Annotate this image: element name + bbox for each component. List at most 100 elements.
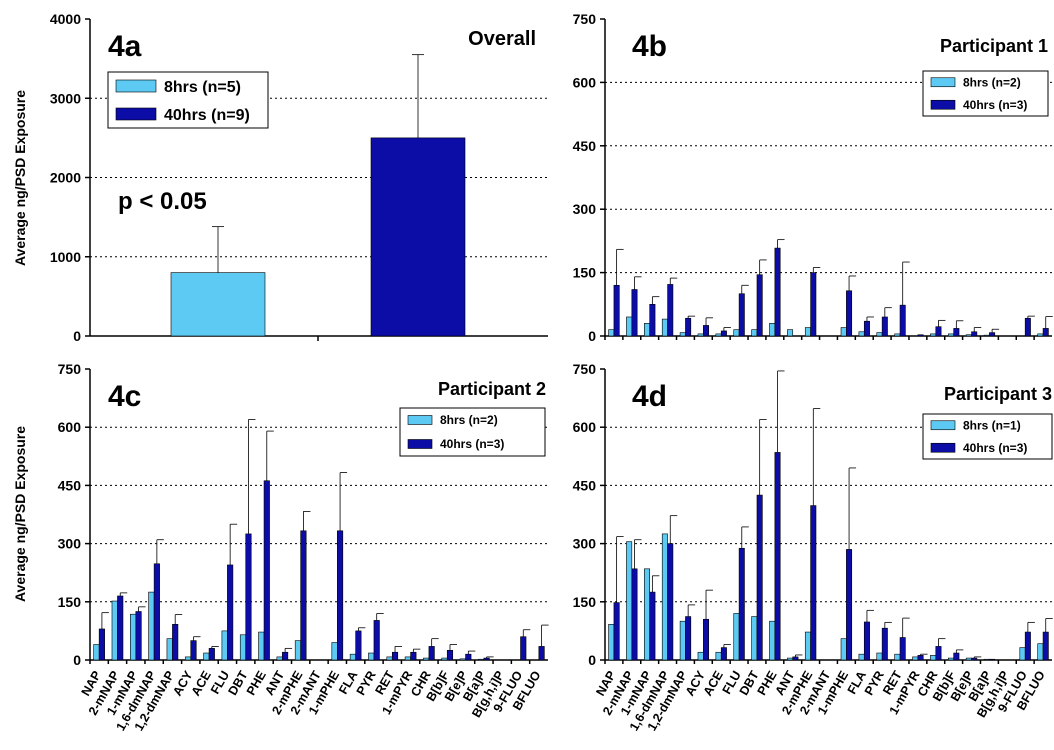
legend-swatch-8hrs <box>930 420 956 431</box>
bar-40hrs <box>953 328 960 337</box>
bar-8hrs <box>983 658 990 661</box>
y-tick-label: 600 <box>573 74 597 90</box>
bar-8hrs <box>404 656 411 661</box>
bar-8hrs <box>894 653 901 661</box>
bar-40hrs <box>172 624 179 661</box>
bar-8hrs <box>930 333 937 337</box>
bar-8hrs <box>912 656 919 661</box>
legend-entry: 8hrs (n=5) <box>164 79 241 96</box>
bar-8hrs <box>203 652 210 661</box>
y-tick-label: 1000 <box>50 249 81 265</box>
bar-40hrs <box>446 649 454 661</box>
panel-label: 4d <box>632 380 667 413</box>
bar-40hrs <box>881 316 888 337</box>
bar-8hrs <box>787 657 794 661</box>
legend-swatch-40hrs <box>930 442 956 453</box>
bar-8hrs <box>258 631 265 661</box>
bar-8hrs <box>368 652 375 661</box>
bar-40hrs <box>738 547 745 661</box>
panel-label: 4a <box>108 30 142 63</box>
bar-40hrs <box>756 274 763 337</box>
bar-40hrs <box>756 494 763 661</box>
bar-40hrs <box>774 247 781 337</box>
bar-8hrs <box>983 334 990 337</box>
bar-8hrs <box>184 656 192 661</box>
legend-swatch-40hrs <box>930 99 956 110</box>
bar-40hrs <box>703 618 710 661</box>
bar-8hrs <box>751 329 758 337</box>
bar-40hrs <box>899 304 906 337</box>
bar-8hrs <box>876 652 883 661</box>
y-tick-label: 300 <box>573 536 597 552</box>
bar-8hrs <box>715 333 722 337</box>
x-category-label: PYR <box>354 669 379 698</box>
bar-8hrs <box>930 655 937 661</box>
bar-8hrs <box>148 591 155 661</box>
legend-entry: 8hrs (n=2) <box>963 75 1021 89</box>
bar-8hrs <box>626 541 633 661</box>
legend-swatch-40hrs <box>407 439 433 449</box>
y-tick-label: 300 <box>573 201 597 217</box>
bar-8hrs <box>130 613 137 661</box>
bar-8hrs <box>769 323 776 337</box>
y-tick-label: 600 <box>573 419 597 435</box>
bar-40hrs <box>971 331 978 337</box>
bar-8hrs <box>349 653 356 661</box>
bar-40hrs <box>391 651 399 661</box>
legend-swatch-8hrs <box>930 77 956 88</box>
y-tick-label: 450 <box>573 138 597 154</box>
bar-40hrs <box>810 272 817 337</box>
y-tick-label: 300 <box>58 536 82 552</box>
bar-40hrs <box>649 303 656 337</box>
bar-8hrs <box>1037 333 1044 337</box>
bar-8hrs <box>715 651 722 661</box>
y-tick-label: 2000 <box>50 170 81 186</box>
bar-40hrs <box>935 326 942 337</box>
bar-40hrs <box>774 452 781 661</box>
y-tick-label: 0 <box>73 652 81 668</box>
bar-8hrs <box>840 327 847 337</box>
y-tick-label: 750 <box>573 11 597 27</box>
bar-8hrs <box>478 658 485 661</box>
y-tick-label: 0 <box>588 328 596 344</box>
bar-8hrs <box>459 658 466 661</box>
bar-8hrs <box>965 334 972 337</box>
y-tick-label: 450 <box>58 477 82 493</box>
bar-40hrs <box>613 284 620 337</box>
legend-entry: 8hrs (n=1) <box>963 418 1021 432</box>
legend-swatch-8hrs <box>407 415 433 425</box>
y-axis-label: Average ng/PSD Exposure <box>12 426 28 602</box>
legend-entry: 40hrs (n=3) <box>440 437 504 451</box>
bar-8hrs <box>876 332 883 337</box>
bar-8hrs <box>626 316 633 337</box>
bar-8hrs <box>111 600 118 661</box>
legend-swatch-8hrs <box>115 79 157 93</box>
panel-title: Participant 1 <box>940 36 1048 56</box>
bar-8hrs <box>608 624 615 661</box>
bar-40hrs <box>685 317 692 337</box>
bar-40hrs <box>863 621 870 661</box>
bar-8hrs <box>294 640 301 661</box>
bar-40hrs <box>792 656 799 661</box>
bar-8hrs <box>1037 643 1044 661</box>
bar-40hrs <box>300 530 307 661</box>
bar-40hrs <box>410 651 417 661</box>
bar-8hrs <box>441 657 448 661</box>
bar-40hrs <box>846 290 853 337</box>
bar-40hrs <box>935 646 942 661</box>
bar-40hrs <box>667 543 674 661</box>
bar-40hrs <box>117 595 124 661</box>
bar-8hrs <box>661 318 668 337</box>
bar-40hrs <box>208 648 215 661</box>
bar-8hrs <box>93 644 100 661</box>
bar-40hrs <box>520 636 527 661</box>
bar-8hrs <box>166 638 173 661</box>
y-tick-label: 0 <box>73 328 81 344</box>
bar-8hrs <box>331 642 338 661</box>
y-tick-label: 150 <box>58 594 82 610</box>
panel-label: 4b <box>632 30 667 63</box>
bar-40hrs <box>989 332 996 337</box>
bar-8hrs <box>894 333 901 337</box>
bar-40hrs <box>355 630 362 661</box>
y-tick-label: 3000 <box>50 90 81 106</box>
